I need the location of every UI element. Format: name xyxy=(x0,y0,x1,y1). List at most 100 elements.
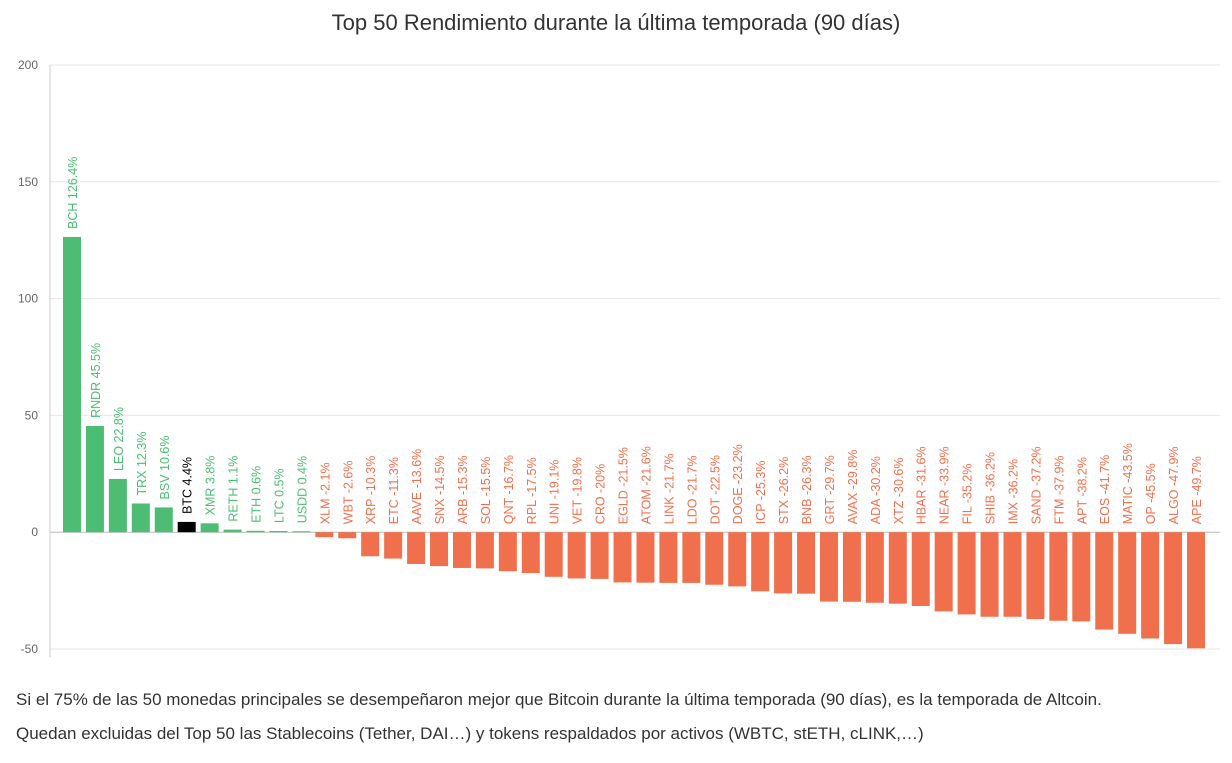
bar-trx xyxy=(131,503,150,533)
bar-chart: -50 0 50 100 150 200 BCH 126.4% RNDR 45.5% LEO … xyxy=(18,58,1220,657)
bar-xtz xyxy=(888,532,907,604)
bar-label-algo: ALGO -47.9% xyxy=(1167,446,1181,524)
bar-xmr xyxy=(200,523,219,533)
bar-label-xrp: XRP -10.3% xyxy=(364,456,378,525)
bar-label-usdd: USDD 0.4% xyxy=(295,456,309,523)
bar-label-xlm: XLM -2.1% xyxy=(318,462,332,524)
bar-label-cro: CRO -20% xyxy=(594,464,608,524)
bar-label-fil: FIL -35.2% xyxy=(961,464,975,525)
bar-imx xyxy=(1003,532,1022,617)
bar-icp xyxy=(751,532,770,592)
bar-bch xyxy=(63,236,81,533)
y-axis-ticks: -50 0 50 100 150 200 xyxy=(18,58,38,656)
bar-sol xyxy=(475,532,494,569)
bar-label-xmr: XMR 3.8% xyxy=(204,456,218,516)
bar-stx xyxy=(774,532,793,594)
bar-label-trx: TRX 12.3% xyxy=(135,432,149,496)
bar-label-rndr: RNDR 45.5% xyxy=(89,343,103,418)
bar-label-eth: ETH 0.6% xyxy=(250,466,264,523)
bar-qnt xyxy=(498,532,517,572)
bar-label-atom: ATOM -21.6% xyxy=(639,446,653,524)
bar-label-ltc: LTC 0.5% xyxy=(272,468,286,523)
bar-xlm xyxy=(315,532,334,538)
bar-label-hbar: HBAR -31.6% xyxy=(915,446,929,524)
y-tick-label: 150 xyxy=(18,175,38,189)
bar-arb xyxy=(452,532,471,568)
bar-bsv xyxy=(154,507,173,533)
footnote-altcoin-season: Si el 75% de las 50 monedas principales … xyxy=(16,690,1102,709)
bar-label-avax: AVAX -29.8% xyxy=(846,450,860,525)
bar-hbar xyxy=(911,532,930,607)
bar-link xyxy=(659,532,678,583)
y-tick-label: 100 xyxy=(18,292,38,306)
chart-title: Top 50 Rendimiento durante la última tem… xyxy=(331,10,901,35)
bar-ldo xyxy=(682,532,701,583)
bar-op xyxy=(1141,532,1160,639)
bar-rndr xyxy=(85,425,104,533)
bar-xrp xyxy=(361,532,380,557)
bar-cro xyxy=(590,532,609,579)
bars xyxy=(63,236,1205,649)
y-tick-label: 50 xyxy=(25,408,39,422)
bar-label-vet: VET -19.8% xyxy=(571,457,585,524)
bar-leo xyxy=(108,478,127,533)
bar-label-ada: ADA -30.2% xyxy=(869,456,883,524)
bar-label-arb: ARB -15.3% xyxy=(456,455,470,524)
bar-label-sand: SAND -37.2% xyxy=(1029,446,1043,524)
bar-label-icp: ICP -25.3% xyxy=(754,460,768,524)
bar-label-rpl: RPL -17.5% xyxy=(525,457,539,524)
bar-label-etc: ETC -11.3% xyxy=(387,457,401,524)
bar-eth xyxy=(246,530,265,533)
bar-near xyxy=(934,532,953,612)
bar-snx xyxy=(430,532,449,567)
bar-wbt xyxy=(338,532,357,539)
bar-label-near: NEAR -33.9% xyxy=(938,446,952,524)
y-tick-label: 0 xyxy=(31,525,38,539)
bar-uni xyxy=(544,532,563,577)
bar-label-snx: SNX -14.5% xyxy=(433,455,447,524)
y-tick-label: 200 xyxy=(18,58,38,72)
bar-ltc xyxy=(269,531,288,533)
bar-label-op: OP -45.5% xyxy=(1144,463,1158,524)
bar-label-sol: SOL -15.5% xyxy=(479,457,493,525)
bar-label-qnt: QNT -16.7% xyxy=(502,455,516,524)
bar-label-stx: STX -26.2% xyxy=(777,457,791,524)
bar-label-apt: APT -38.2% xyxy=(1075,457,1089,524)
bar-label-bnb: BNB -26.3% xyxy=(800,455,814,524)
bar-ape xyxy=(1187,532,1205,649)
bar-egld xyxy=(613,532,632,583)
bar-label-leo: LEO 22.8% xyxy=(112,407,126,471)
bar-label-bsv: BSV 10.6% xyxy=(158,436,172,500)
bar-apt xyxy=(1072,532,1091,622)
bar-label-link: LINK -21.7% xyxy=(662,453,676,524)
bar-label-ape: APE -49.7% xyxy=(1190,456,1204,524)
bar-sand xyxy=(1026,532,1045,620)
bar-label-grt: GRT -29.7% xyxy=(823,455,837,524)
bar-label-ftm: FTM -37.9% xyxy=(1052,455,1066,524)
bar-eos xyxy=(1095,532,1114,630)
bar-labels: BCH 126.4% RNDR 45.5% LEO 22.8% TRX 12.3% BS… xyxy=(66,157,1204,525)
bar-vet xyxy=(567,532,586,579)
bar-ada xyxy=(865,532,884,603)
bar-label-aave: AAVE -13.6% xyxy=(410,449,424,525)
bar-label-imx: IMX -36.2% xyxy=(1006,459,1020,524)
footnote-exclusions: Quedan excluidas del Top 50 las Stableco… xyxy=(16,724,924,743)
bar-label-uni: UNI -19.1% xyxy=(548,460,562,525)
bar-label-btc: BTC 4.4% xyxy=(181,457,195,514)
bar-atom xyxy=(636,532,655,583)
bar-label-eos: EOS -41.7% xyxy=(1098,455,1112,524)
bar-matic xyxy=(1118,532,1137,634)
bar-doge xyxy=(728,532,747,587)
bar-usdd xyxy=(292,531,311,533)
bar-label-shib: SHIB -36.2% xyxy=(984,452,998,524)
bar-bnb xyxy=(797,532,816,594)
bar-ftm xyxy=(1049,532,1068,621)
bar-avax xyxy=(842,532,861,602)
bar-fil xyxy=(957,532,976,615)
bar-label-dot: DOT -22.5% xyxy=(708,455,722,524)
bar-etc xyxy=(384,532,403,559)
bar-reth xyxy=(223,529,242,533)
bar-label-reth: RETH 1.1% xyxy=(227,456,241,522)
grid-lines xyxy=(50,64,1220,650)
bar-label-wbt: WBT -2.6% xyxy=(341,461,355,525)
